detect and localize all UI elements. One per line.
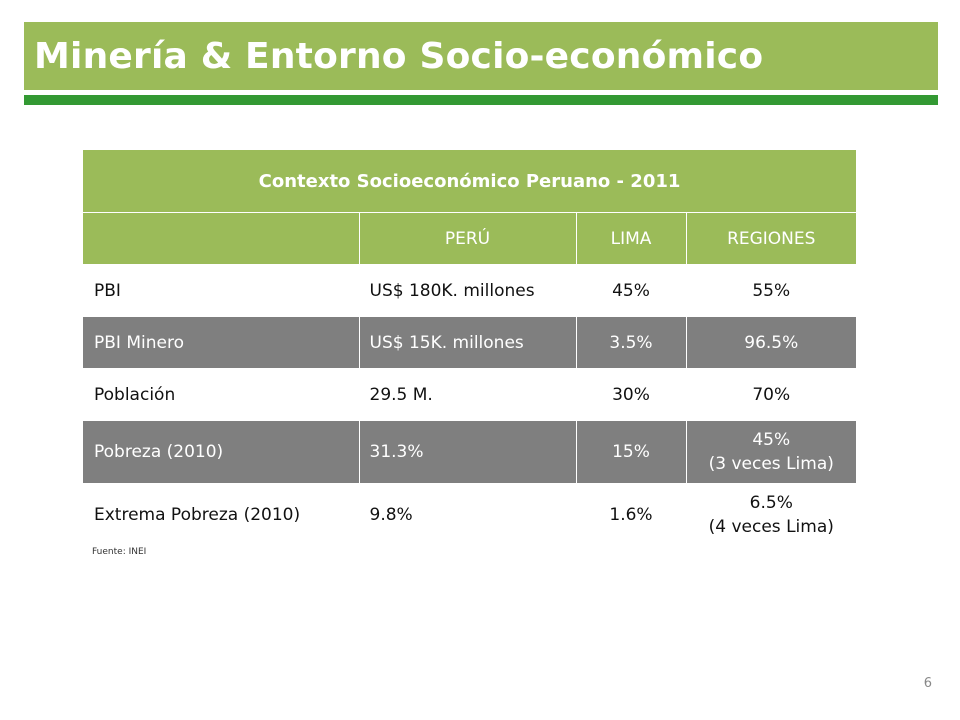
title-underline xyxy=(24,95,938,105)
row-label: Población xyxy=(83,368,360,421)
page-number: 6 xyxy=(923,676,932,691)
cell-peru: 31.3% xyxy=(359,420,577,484)
row-label: Extrema Pobreza (2010) xyxy=(83,483,360,547)
cell-regiones: 45% (3 veces Lima) xyxy=(686,420,857,484)
cell-peru: US$ 180K. millones xyxy=(359,264,577,317)
cell-regiones: 6.5% (4 veces Lima) xyxy=(686,483,857,547)
row-label: PBI Minero xyxy=(83,316,360,369)
table-header-row: PERÚ LIMA REGIONES xyxy=(83,212,857,265)
row-label: Pobreza (2010) xyxy=(83,420,360,484)
cell-lima: 45% xyxy=(576,264,687,317)
header-peru: PERÚ xyxy=(359,212,577,265)
cell-peru: 29.5 M. xyxy=(359,368,577,421)
table-row: Población 29.5 M. 30% 70% xyxy=(83,368,857,421)
regiones-value: 6.5% xyxy=(749,493,793,513)
cell-regiones: 55% xyxy=(686,264,857,317)
cell-lima: 15% xyxy=(576,420,687,484)
source-note: Fuente: INEI xyxy=(92,547,147,557)
cell-peru: 9.8% xyxy=(359,483,577,547)
regiones-note: (4 veces Lima) xyxy=(708,517,834,537)
row-label: PBI xyxy=(83,264,360,317)
cell-lima: 1.6% xyxy=(576,483,687,547)
table-row: PBI US$ 180K. millones 45% 55% xyxy=(83,264,857,317)
header-lima: LIMA xyxy=(576,212,687,265)
table-row: PBI Minero US$ 15K. millones 3.5% 96.5% xyxy=(83,316,857,369)
table-caption-row: Contexto Socioeconómico Peruano - 2011 xyxy=(83,150,857,213)
table-caption: Contexto Socioeconómico Peruano - 2011 xyxy=(83,150,857,213)
regiones-value: 45% xyxy=(752,430,791,450)
cell-peru: US$ 15K. millones xyxy=(359,316,577,369)
cell-lima: 30% xyxy=(576,368,687,421)
header-regiones: REGIONES xyxy=(686,212,857,265)
slide-title: Minería & Entorno Socio-económico xyxy=(34,35,764,77)
cell-regiones: 96.5% xyxy=(686,316,857,369)
title-bar: Minería & Entorno Socio-económico xyxy=(24,22,938,90)
socioeconomic-table: Contexto Socioeconómico Peruano - 2011 P… xyxy=(83,150,857,547)
cell-lima: 3.5% xyxy=(576,316,687,369)
table-row: Pobreza (2010) 31.3% 15% 45% (3 veces Li… xyxy=(83,420,857,484)
cell-regiones: 70% xyxy=(686,368,857,421)
table-row: Extrema Pobreza (2010) 9.8% 1.6% 6.5% (4… xyxy=(83,483,857,547)
regiones-note: (3 veces Lima) xyxy=(708,454,834,474)
header-empty xyxy=(83,212,360,265)
